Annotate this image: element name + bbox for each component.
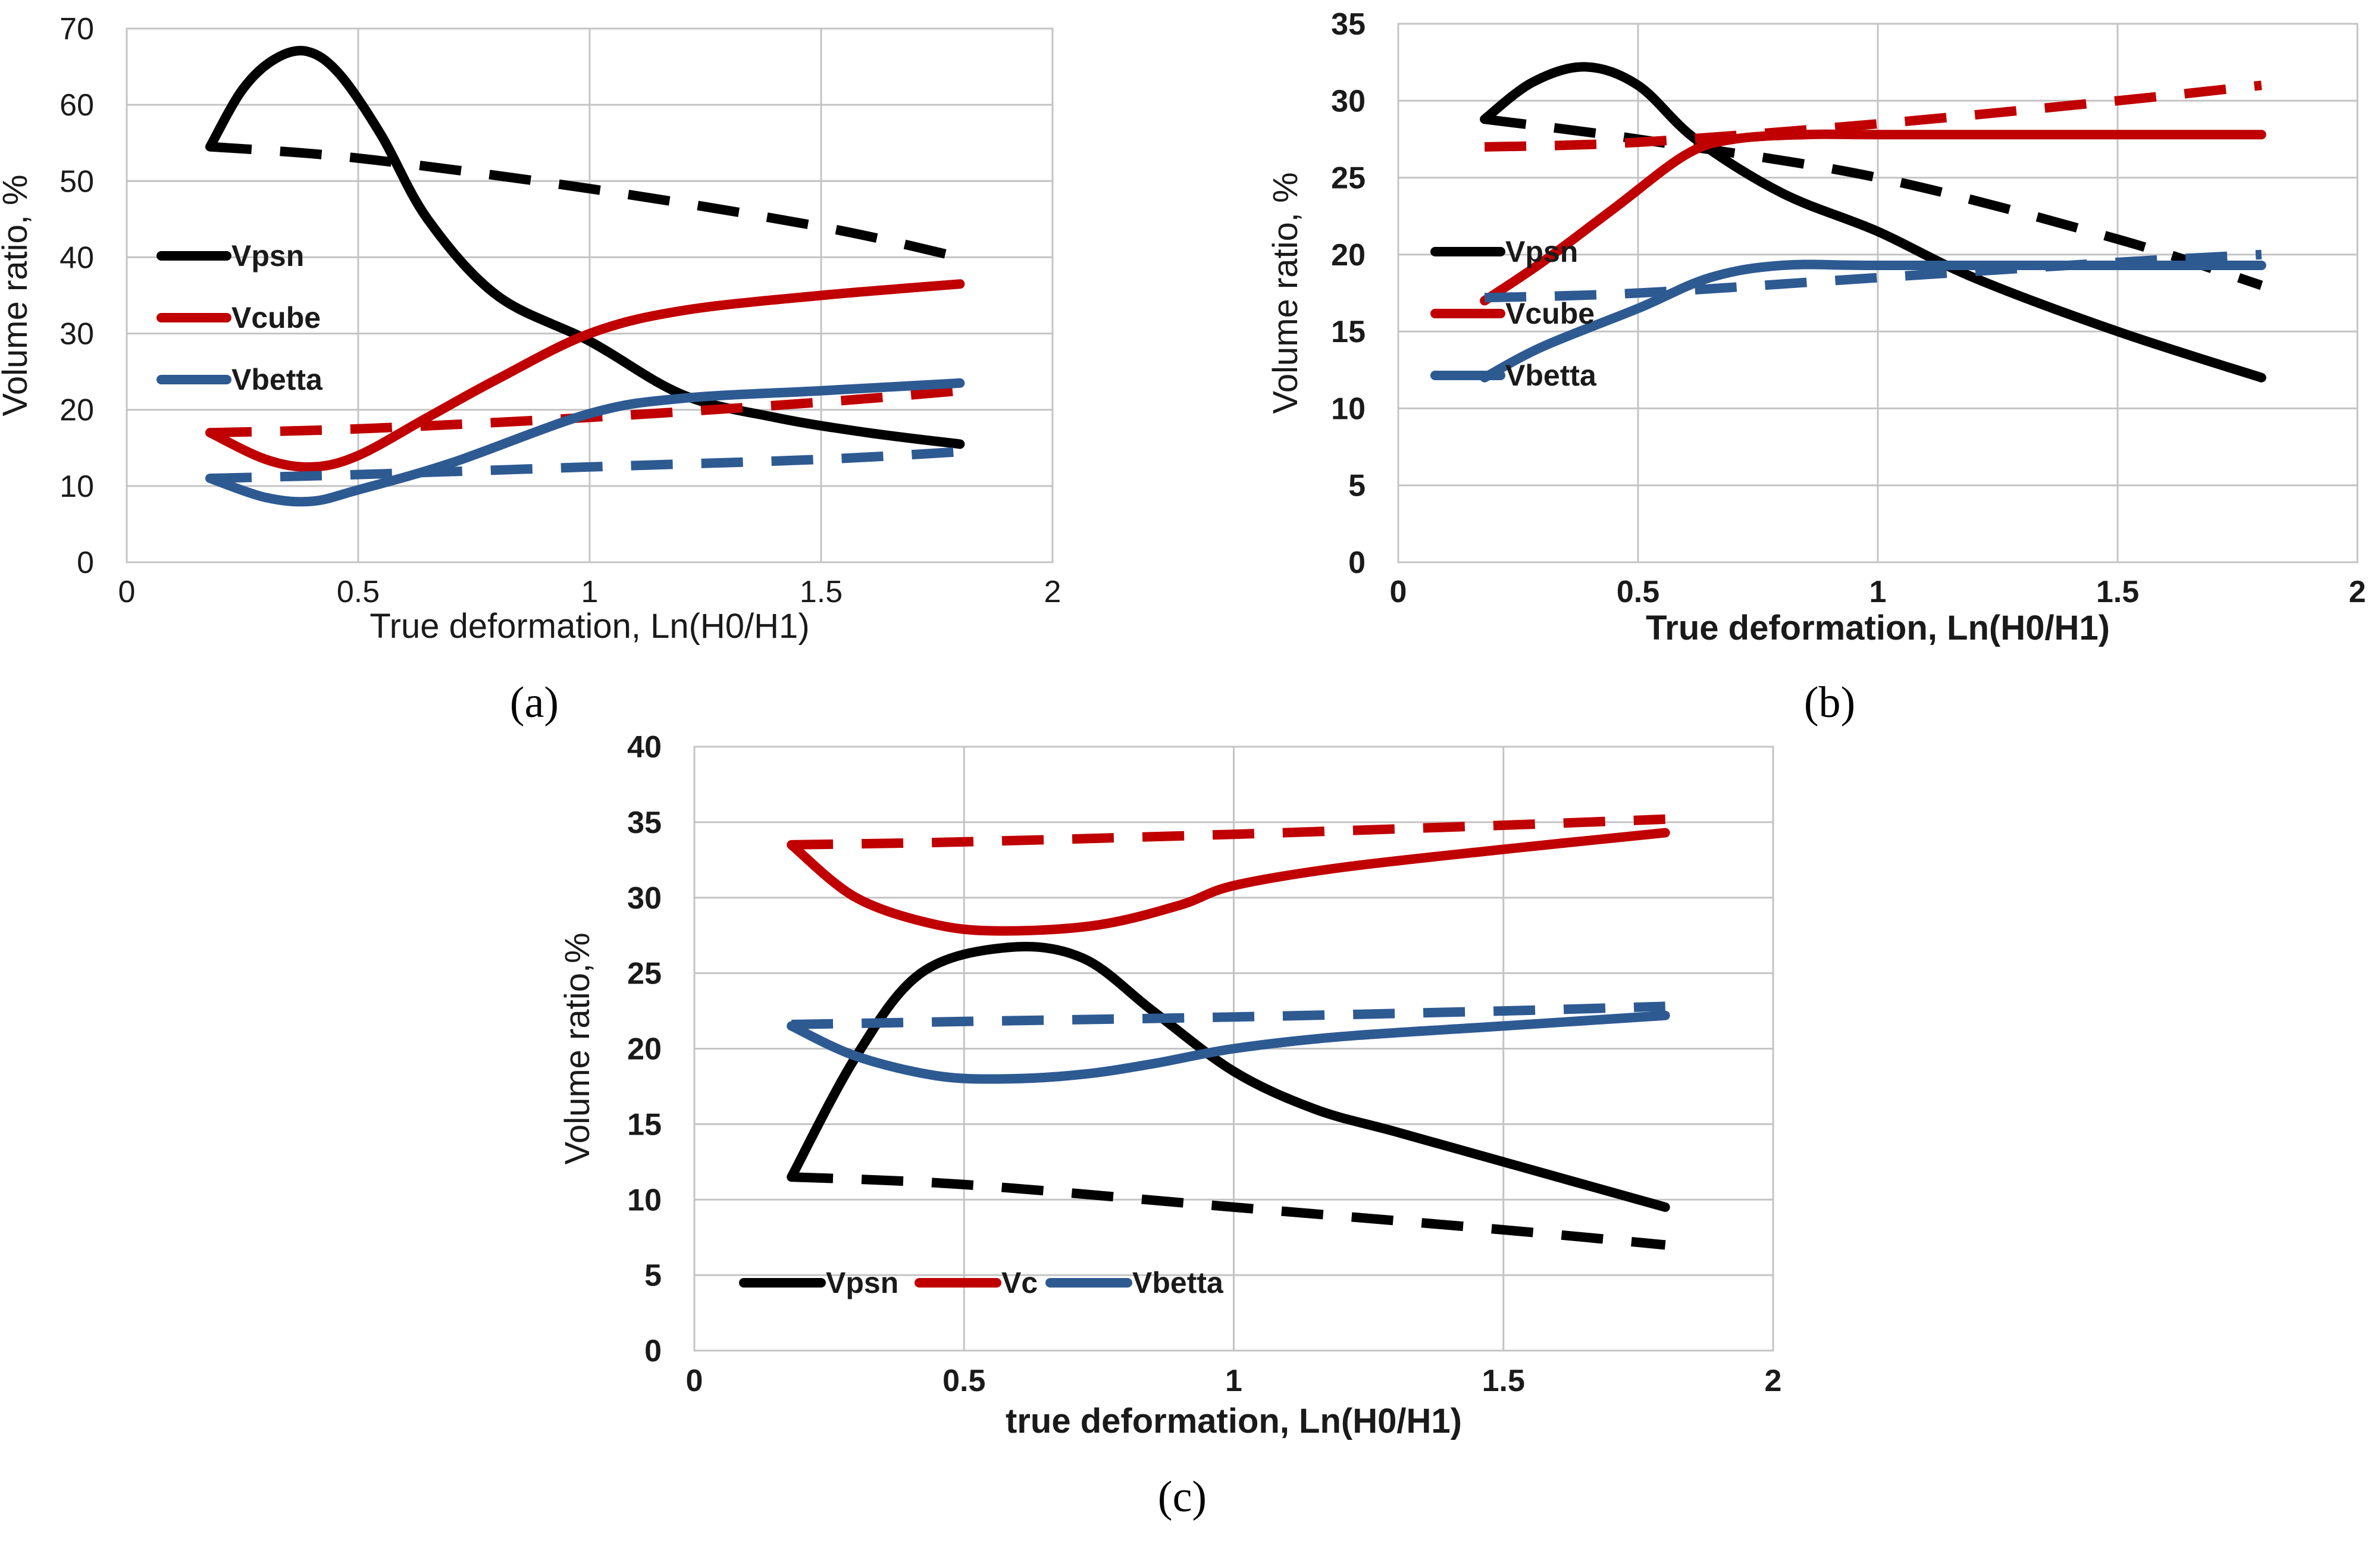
y-tick-label: 70 bbox=[60, 12, 94, 46]
x-tick-label: 0 bbox=[1390, 575, 1407, 609]
series-line-vbetta bbox=[205, 378, 965, 507]
legend-label: Vpsn bbox=[826, 1266, 898, 1299]
y-tick-label: 25 bbox=[627, 957, 662, 991]
y-tick-label: 60 bbox=[60, 88, 94, 123]
x-tick-label: 1 bbox=[581, 575, 599, 609]
y-axis-title: Volume ratio, % bbox=[1266, 172, 1305, 414]
series-line-vcube bbox=[787, 828, 1670, 936]
legend-label: Vbetta bbox=[231, 363, 323, 396]
series-line-vpsn bbox=[1480, 62, 2266, 383]
x-tick-label: 1 bbox=[1869, 575, 1887, 609]
x-axis-title: True deformation, Ln(H0/H1) bbox=[369, 607, 809, 646]
y-tick-label: 20 bbox=[1331, 238, 1366, 273]
plot-frame bbox=[693, 746, 1774, 1352]
y-tick-label: 15 bbox=[1331, 315, 1366, 349]
series-line-vbetta bbox=[787, 1010, 1670, 1084]
legend-label: Vbetta bbox=[1505, 359, 1597, 392]
x-tick-label: 1.5 bbox=[800, 575, 843, 609]
series-line-dashed-vbetta bbox=[1484, 249, 2262, 303]
x-tick-label: 1 bbox=[1225, 1364, 1242, 1398]
y-tick-label: 35 bbox=[627, 806, 662, 840]
y-tick-label: 0 bbox=[644, 1334, 662, 1368]
legend-label: Vpsn bbox=[231, 239, 304, 273]
y-tick-label: 5 bbox=[644, 1258, 662, 1293]
y-axis-title: Volume ratio,% bbox=[558, 932, 597, 1164]
y-tick-label: 30 bbox=[1331, 84, 1366, 118]
plot-frame bbox=[1397, 23, 2359, 563]
y-tick-label: 20 bbox=[627, 1032, 662, 1067]
series-line-vpsn bbox=[205, 46, 965, 449]
series-line-dashed-vbetta bbox=[209, 447, 960, 483]
legend-label: Vc bbox=[1001, 1266, 1038, 1299]
x-tick-label: 1.5 bbox=[2096, 575, 2139, 609]
x-axis-title: true deformation, Ln(H0/H1) bbox=[1006, 1402, 1462, 1440]
y-tick-label: 50 bbox=[60, 164, 94, 199]
legend-label: Vcube bbox=[231, 301, 321, 334]
y-tick-label: 35 bbox=[1331, 7, 1366, 42]
y-tick-label: 10 bbox=[1331, 391, 1366, 426]
series-line-dashed-vbetta bbox=[791, 1001, 1665, 1029]
panel-label: (c) bbox=[1158, 1473, 1207, 1521]
legend-label: Vcube bbox=[1505, 297, 1595, 330]
y-tick-label: 30 bbox=[627, 881, 662, 916]
series-line-dashed-vcube bbox=[1484, 80, 2262, 152]
plot-frame bbox=[126, 27, 1054, 563]
x-tick-label: 0 bbox=[686, 1364, 703, 1398]
y-tick-label: 40 bbox=[627, 730, 662, 765]
series-line-vcube bbox=[205, 279, 965, 472]
x-tick-label: 2 bbox=[1765, 1364, 1782, 1398]
y-tick-label: 10 bbox=[60, 469, 94, 504]
series-line-vpsn bbox=[787, 942, 1670, 1212]
y-tick-label: 15 bbox=[627, 1107, 662, 1142]
x-axis-title: True deformation, Ln(H0/H1) bbox=[1646, 609, 2110, 647]
x-tick-label: 2 bbox=[2349, 575, 2366, 609]
x-tick-label: 2 bbox=[1044, 575, 1061, 609]
y-axis-title: Volume ratio, % bbox=[0, 174, 35, 416]
chart-c: 0 5 10 15 20 25 30 35 40 0 0.5 1 1.5 2 true deformatio… bbox=[558, 730, 1781, 1521]
panel-label: (b) bbox=[1804, 678, 1855, 727]
y-tick-label: 20 bbox=[60, 393, 94, 428]
series-line-dashed-vpsn bbox=[209, 142, 962, 262]
x-tick-label: 1.5 bbox=[1482, 1364, 1525, 1398]
series-line-dashed-vcube bbox=[791, 814, 1666, 850]
x-tick-label: 0.5 bbox=[942, 1364, 985, 1398]
y-tick-label: 10 bbox=[627, 1183, 662, 1217]
legend: Vpsn Vcube Vbetta bbox=[156, 239, 323, 396]
x-tick-label: 0.5 bbox=[1617, 575, 1659, 609]
y-tick-label: 0 bbox=[1348, 546, 1366, 580]
series-line-dashed-vpsn bbox=[1484, 114, 2263, 290]
y-tick-label: 40 bbox=[60, 240, 94, 275]
panel-label: (a) bbox=[510, 678, 559, 727]
x-tick-label: 0 bbox=[118, 575, 136, 609]
y-tick-label: 5 bbox=[1348, 469, 1366, 503]
x-tick-label: 0.5 bbox=[337, 575, 380, 609]
legend-label: Vbetta bbox=[1132, 1266, 1224, 1299]
chart-a: 0 10 20 30 40 50 60 70 0 0.5 1 1.5 2 True deformation… bbox=[0, 12, 1061, 727]
chart-b: 0 5 10 15 20 25 30 35 0 0.5 1 1.5 2 True deformation,… bbox=[1266, 7, 2366, 727]
legend-label: Vpsn bbox=[1505, 235, 1578, 268]
y-tick-label: 0 bbox=[77, 546, 94, 580]
y-tick-label: 25 bbox=[1331, 161, 1366, 196]
y-tick-label: 30 bbox=[60, 317, 94, 352]
legend: Vpsn Vc Vbetta bbox=[739, 1266, 1224, 1299]
legend: Vpsn Vcube Vbetta bbox=[1430, 235, 1597, 392]
series-line-dashed-vpsn bbox=[791, 1172, 1666, 1250]
